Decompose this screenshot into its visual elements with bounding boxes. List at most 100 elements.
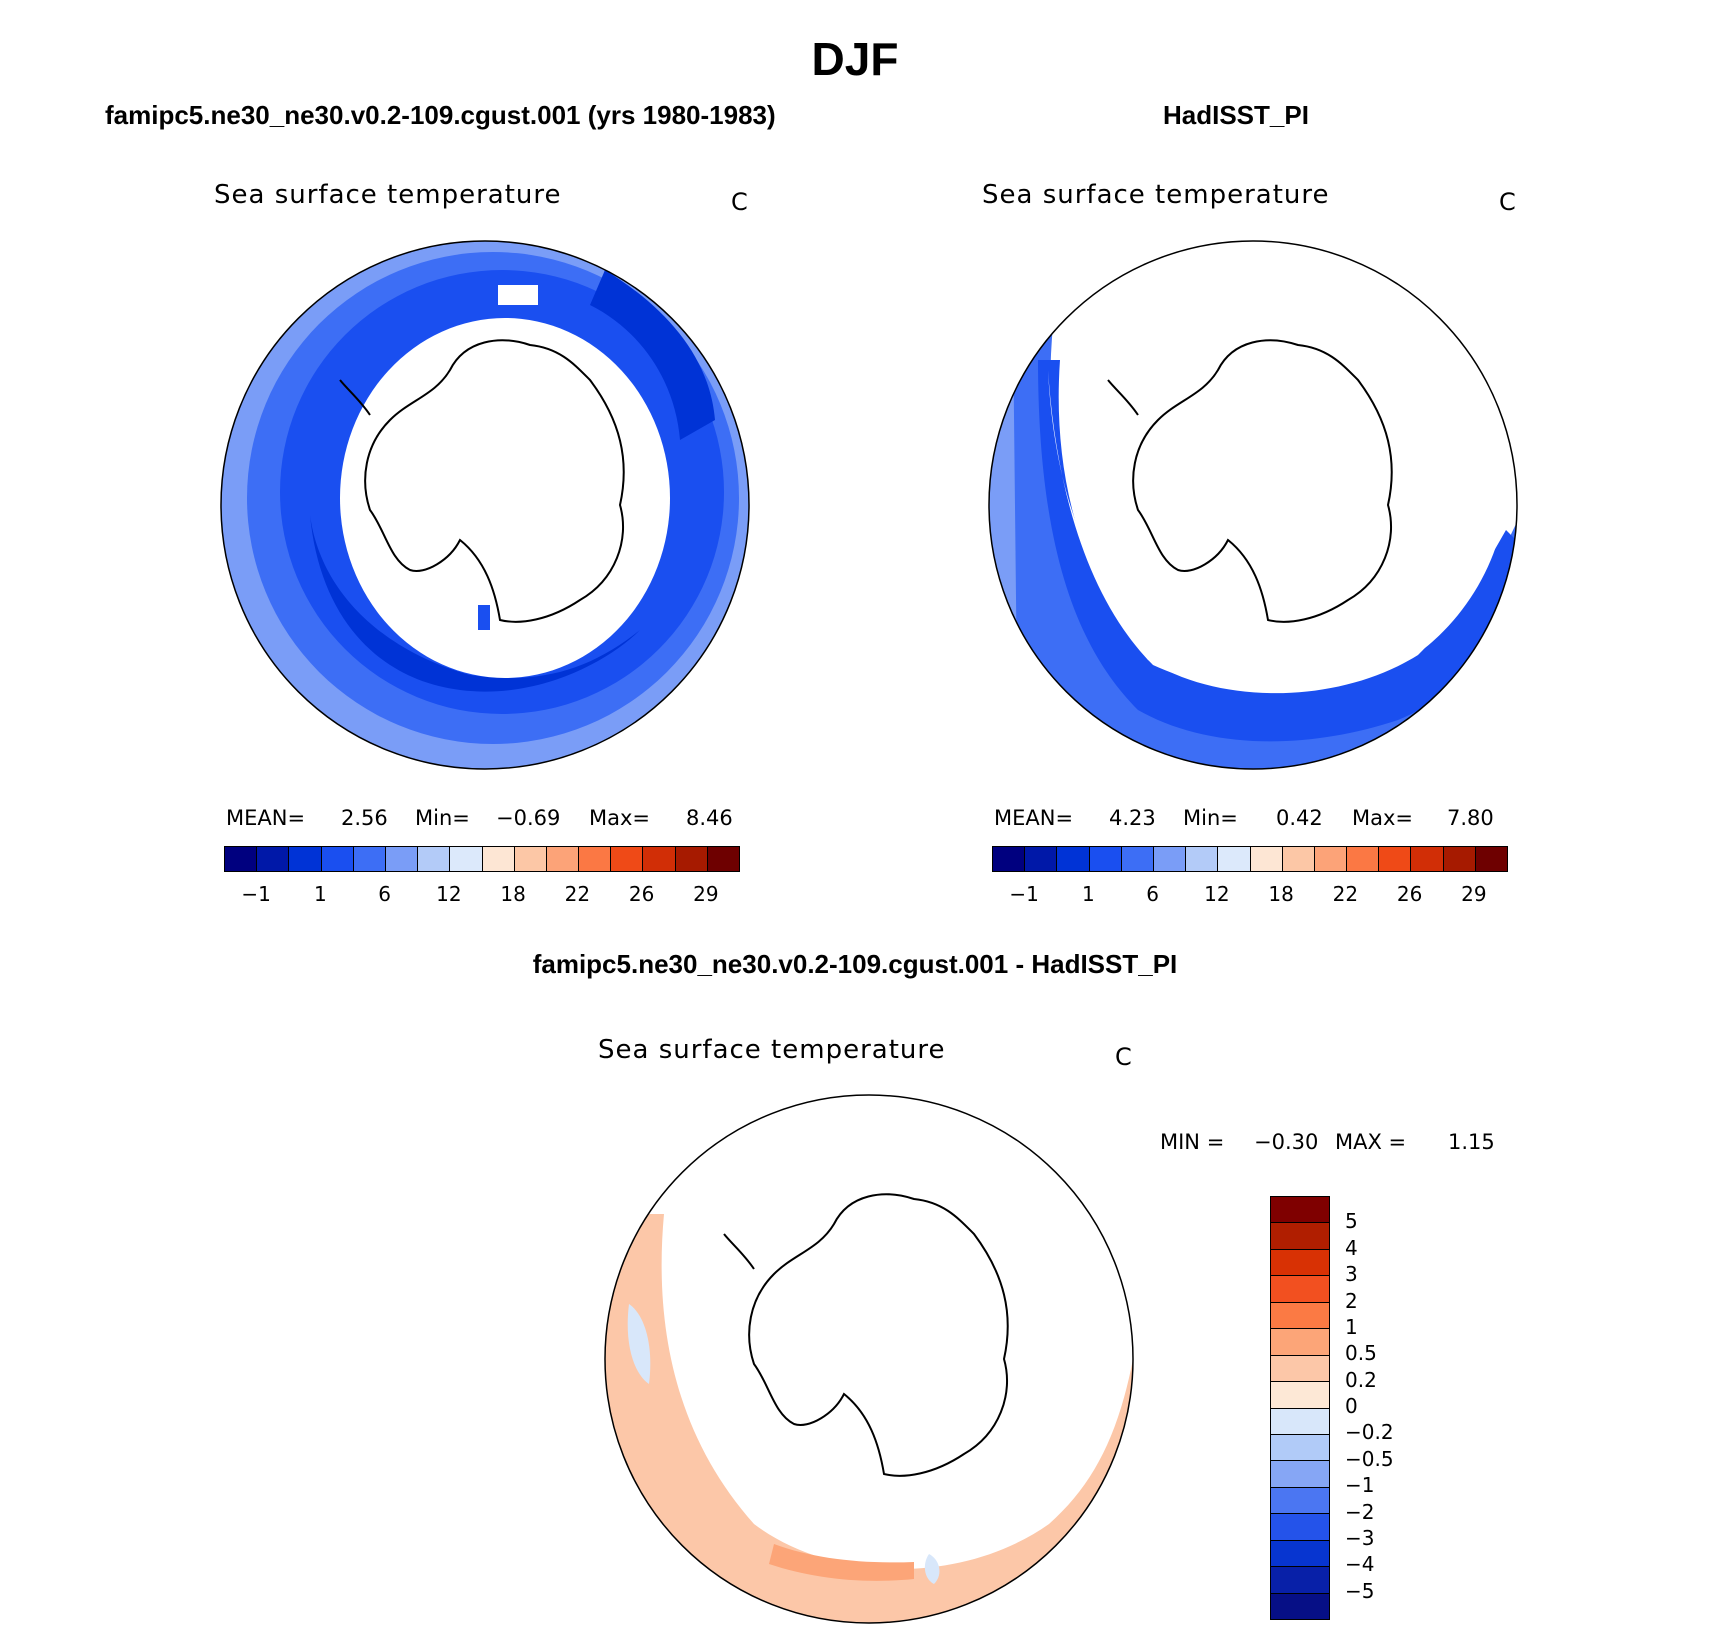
map-boundary xyxy=(220,240,750,770)
colorbar-tick-label: 2 xyxy=(1345,1288,1358,1313)
colorbar-tick-label: −1 xyxy=(241,882,271,906)
colorbar-swatch xyxy=(1271,1434,1329,1462)
colorbar-swatch xyxy=(1271,1540,1329,1568)
colorbar-tick-label: 0 xyxy=(1345,1394,1358,1418)
diff-max-label: MAX = xyxy=(1335,1130,1407,1154)
colorbar-tick-label: 22 xyxy=(564,882,591,906)
colorbar-tick-label: 4 xyxy=(1345,1235,1358,1260)
colorbar-swatch xyxy=(482,847,515,871)
colorbar-tick-label: 1 xyxy=(314,882,327,906)
colorbar-swatch xyxy=(1475,847,1507,871)
colorbar-swatch xyxy=(353,847,386,871)
colorbar-tick-label: −1 xyxy=(1345,1473,1375,1498)
right-case-title: HadISST_PI xyxy=(1163,100,1309,130)
diff-sst-map xyxy=(604,1094,1134,1624)
colorbar-tick-label: 6 xyxy=(378,882,391,906)
right-max-value: 7.80 xyxy=(1447,806,1494,830)
sea-ice-mask xyxy=(340,318,670,678)
colorbar-swatch xyxy=(1411,847,1444,871)
left-max-label: Max= xyxy=(589,806,651,830)
colorbar-tick-label: 18 xyxy=(500,882,526,906)
left-min-label: Min= xyxy=(415,806,470,830)
colorbar-tick-label: 3 xyxy=(1345,1262,1358,1287)
colorbar-tick-label: 0.5 xyxy=(1345,1341,1377,1366)
diff-cool-patch xyxy=(627,1304,651,1384)
diff-max-value: 1.15 xyxy=(1448,1130,1495,1154)
right-mean-value: 4.23 xyxy=(1109,806,1156,830)
colorbar-swatch xyxy=(450,847,483,871)
colorbar-swatch xyxy=(611,847,644,871)
left-sst-map xyxy=(220,240,750,770)
colorbar-swatch xyxy=(321,847,354,871)
colorbar-swatch xyxy=(675,847,708,871)
colorbar-swatch xyxy=(1271,1249,1329,1277)
colorbar-swatch xyxy=(1282,847,1315,871)
figure-title: DJF xyxy=(811,33,899,85)
antarctica-coastline xyxy=(364,339,625,623)
colorbar-swatch xyxy=(1347,847,1380,871)
colorbar-swatch xyxy=(257,847,290,871)
colorbar-swatch xyxy=(643,847,676,871)
colorbar-swatch xyxy=(1379,847,1412,871)
colorbar-swatch xyxy=(1271,1487,1329,1515)
diff-units: C xyxy=(1115,1043,1132,1071)
colorbar-swatch xyxy=(514,847,547,871)
colorbar-tick-label: 5 xyxy=(1345,1209,1358,1234)
diff-warm-patch xyxy=(769,1544,914,1581)
left-colorbar xyxy=(224,846,740,872)
left-mean-value: 2.56 xyxy=(341,806,388,830)
sst-cold-band-ne xyxy=(590,270,715,440)
colorbar-tick-label: 29 xyxy=(1461,882,1487,906)
left-panel-title: Sea surface temperature xyxy=(214,180,562,210)
colorbar-swatch xyxy=(1218,847,1251,871)
colorbar-swatch xyxy=(1271,1382,1329,1409)
colorbar-tick-label: 22 xyxy=(1332,882,1359,906)
colorbar-swatch xyxy=(418,847,451,871)
colorbar-tick-label: 12 xyxy=(1204,882,1230,906)
antarctic-peninsula xyxy=(723,1233,755,1270)
diff-min-label: MIN = xyxy=(1160,1130,1225,1154)
diff-band-warm xyxy=(605,1214,1133,1623)
left-max-value: 8.46 xyxy=(686,806,733,830)
colorbar-tick-label: 26 xyxy=(628,882,655,906)
colorbar-swatch xyxy=(1057,847,1090,871)
colorbar-tick-label: −2 xyxy=(1345,1499,1375,1524)
right-min-value: 0.42 xyxy=(1276,806,1323,830)
antarctica-coastline xyxy=(1132,339,1393,623)
right-max-label: Max= xyxy=(1352,806,1414,830)
diff-min-value: −0.30 xyxy=(1254,1130,1319,1154)
sea-ice-patch xyxy=(498,285,538,305)
left-min-value: −0.69 xyxy=(496,806,561,830)
left-mean-label: MEAN= xyxy=(226,806,306,830)
colorbar-swatch xyxy=(1271,1329,1329,1356)
colorbar-swatch xyxy=(1314,847,1348,871)
colorbar-swatch xyxy=(546,847,580,871)
right-min-label: Min= xyxy=(1183,806,1238,830)
colorbar-swatch xyxy=(1271,1197,1329,1224)
colorbar-tick-label: 1 xyxy=(1345,1314,1358,1339)
colorbar-swatch xyxy=(993,847,1026,871)
right-sst-map xyxy=(988,240,1518,770)
antarctica-coastline xyxy=(748,1193,1009,1477)
colorbar-swatch xyxy=(1089,847,1122,871)
colorbar-swatch xyxy=(1271,1567,1329,1594)
colorbar-swatch xyxy=(1025,847,1058,871)
sst-cold-band xyxy=(310,515,640,692)
colorbar-tick-label: 12 xyxy=(436,882,462,906)
colorbar-swatch xyxy=(289,847,322,871)
map-boundary xyxy=(988,240,1518,770)
colorbar-swatch xyxy=(1271,1302,1329,1330)
left-case-title: famipc5.ne30_ne30.v0.2-109.cgust.001 (yr… xyxy=(105,100,776,130)
colorbar-swatch xyxy=(1271,1593,1329,1619)
diff-colorbar xyxy=(1270,1196,1330,1620)
colorbar-swatch xyxy=(1271,1514,1329,1541)
left-units: C xyxy=(731,188,748,216)
colorbar-tick-label: −0.2 xyxy=(1345,1420,1394,1445)
colorbar-swatch xyxy=(1443,847,1476,871)
colorbar-tick-label: −5 xyxy=(1345,1578,1375,1603)
right-colorbar xyxy=(992,846,1508,872)
colorbar-swatch xyxy=(1271,1276,1329,1303)
colorbar-tick-label: 26 xyxy=(1396,882,1423,906)
diff-cool-patch-2 xyxy=(924,1554,940,1584)
right-mean-label: MEAN= xyxy=(994,806,1074,830)
